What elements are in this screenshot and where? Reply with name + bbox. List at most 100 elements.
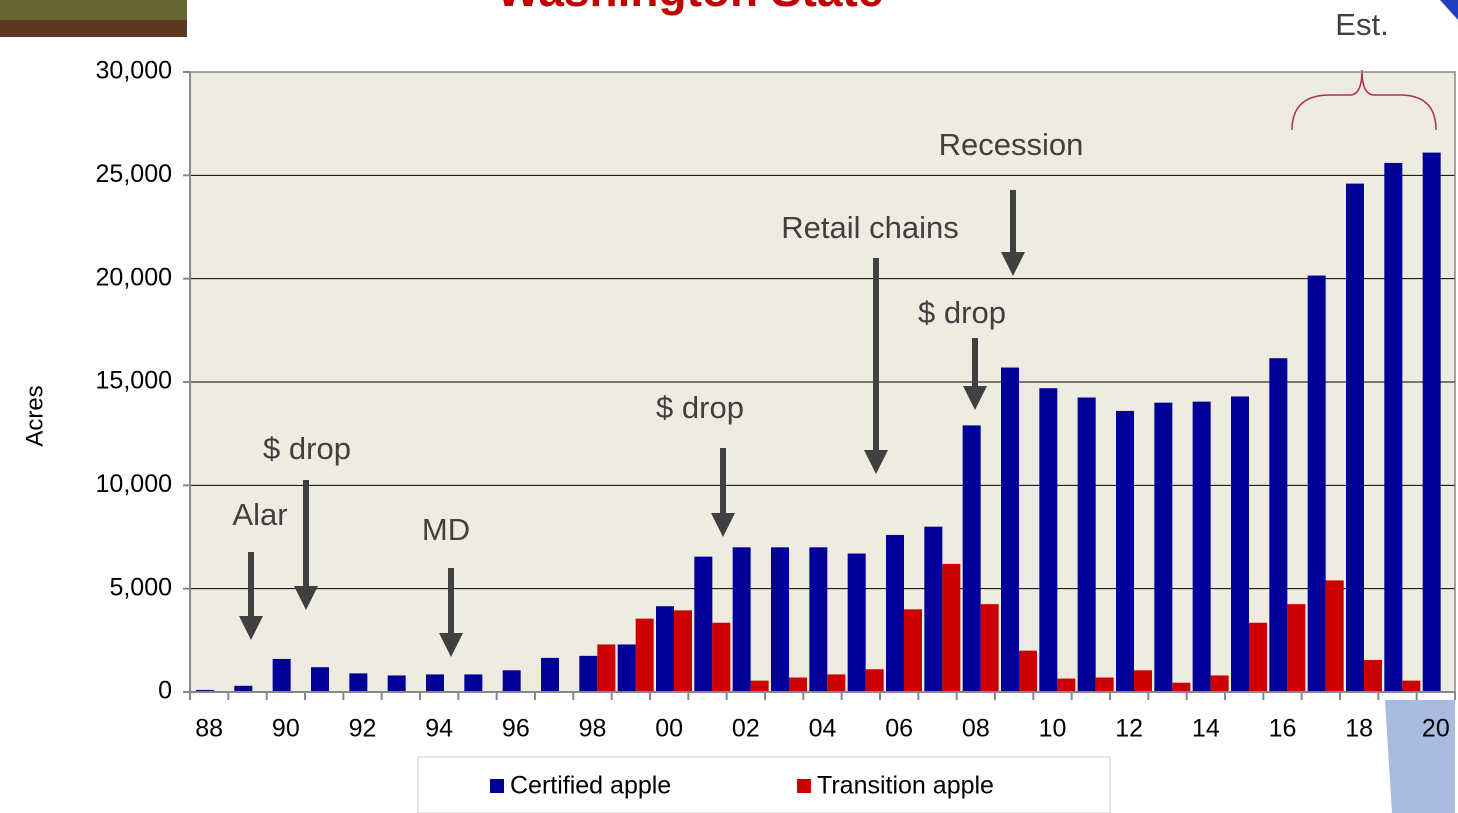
bar [1095, 677, 1114, 692]
bar [1077, 397, 1096, 692]
annotation: Alar [232, 497, 287, 532]
bar [1325, 580, 1344, 692]
chart-title: Washington State [497, 0, 884, 16]
annotation: Retail chains [781, 210, 958, 245]
bar [1346, 183, 1364, 692]
legend-label: Certified apple [510, 772, 671, 800]
bar [886, 534, 904, 692]
bar [617, 644, 636, 692]
x-tick-label: 18 [1345, 715, 1373, 743]
annotation: $ drop [918, 295, 1006, 330]
bar [1154, 402, 1173, 692]
bar [809, 547, 828, 692]
bar [942, 563, 961, 692]
x-tick-label: 88 [195, 715, 223, 743]
bar [827, 674, 846, 692]
bar [694, 556, 713, 692]
bar [1172, 682, 1191, 692]
photo-detail [0, 0, 187, 20]
bar [502, 670, 521, 692]
bar [1210, 675, 1229, 692]
annotation: $ drop [656, 390, 744, 425]
bar [865, 669, 884, 692]
y-tick-label: 0 [158, 677, 172, 705]
x-tick-label: 96 [502, 715, 530, 743]
arrows [239, 190, 1025, 657]
bar [674, 610, 692, 692]
bar [1249, 622, 1267, 692]
bar [597, 644, 616, 692]
y-tick-label: 20,000 [96, 263, 172, 291]
bar [1364, 659, 1382, 692]
x-tick-label: 94 [425, 715, 453, 743]
y-tick-label: 15,000 [96, 367, 172, 395]
bar [924, 526, 943, 692]
x-tick-label: 08 [962, 715, 990, 743]
x-tick-label: 04 [809, 715, 837, 743]
x-tick-label: 92 [349, 715, 377, 743]
bar [1402, 680, 1421, 692]
x-tick-label: 10 [1039, 715, 1067, 743]
bar [1057, 678, 1076, 692]
bar [732, 547, 751, 692]
bar [635, 618, 654, 692]
x-tick-label: 06 [885, 715, 913, 743]
bar [980, 604, 999, 692]
x-tick-label: 02 [732, 715, 760, 743]
annotation: Recession [939, 127, 1084, 162]
bar [1422, 152, 1441, 693]
x-tick-label: 98 [579, 715, 607, 743]
bar [789, 677, 807, 692]
corner-shape [1440, 0, 1458, 20]
estimate-box [1305, 0, 1440, 48]
bar [1307, 275, 1326, 692]
bar [1269, 358, 1288, 692]
bar [1134, 670, 1152, 692]
bar [272, 658, 291, 692]
y-tick-label: 10,000 [96, 470, 172, 498]
annotation: $ drop [263, 431, 351, 466]
bar [1384, 162, 1403, 692]
x-tick-label: 90 [272, 715, 300, 743]
bar [464, 674, 483, 692]
bar [541, 657, 559, 692]
bar [904, 609, 922, 692]
x-tick-label: 14 [1192, 715, 1220, 743]
bar [1231, 396, 1249, 692]
bar [234, 685, 253, 692]
bar [1019, 650, 1037, 692]
x-tick-label: 16 [1269, 715, 1297, 743]
bar [712, 622, 731, 692]
bar [750, 680, 769, 692]
y-tick-label: 30,000 [96, 57, 172, 85]
bar [656, 606, 674, 692]
bar [1287, 604, 1306, 692]
legend-swatch [797, 779, 811, 793]
legend-swatch [490, 779, 504, 793]
decor-shape [1385, 700, 1455, 813]
bar [579, 655, 598, 692]
bar [847, 553, 866, 692]
x-tick-label: 12 [1115, 715, 1143, 743]
y-axis-label: Acres [21, 385, 48, 446]
bar [962, 425, 981, 692]
bar [196, 689, 214, 692]
bar [1001, 367, 1019, 692]
bar [349, 673, 368, 692]
annotation: Est. [1335, 7, 1388, 42]
bar [771, 547, 789, 692]
annotation: MD [422, 512, 470, 547]
bar [426, 674, 444, 692]
bar [311, 667, 329, 692]
y-tick-label: 25,000 [96, 160, 172, 188]
x-tick-label: 20 [1422, 715, 1450, 743]
estimate-bracket [1291, 69, 1437, 131]
y-tick-label: 5,000 [109, 573, 172, 601]
bar [1039, 388, 1058, 692]
x-tick-label: 00 [655, 715, 683, 743]
bars [196, 152, 1441, 693]
legend [417, 756, 1111, 813]
bar [387, 675, 406, 692]
